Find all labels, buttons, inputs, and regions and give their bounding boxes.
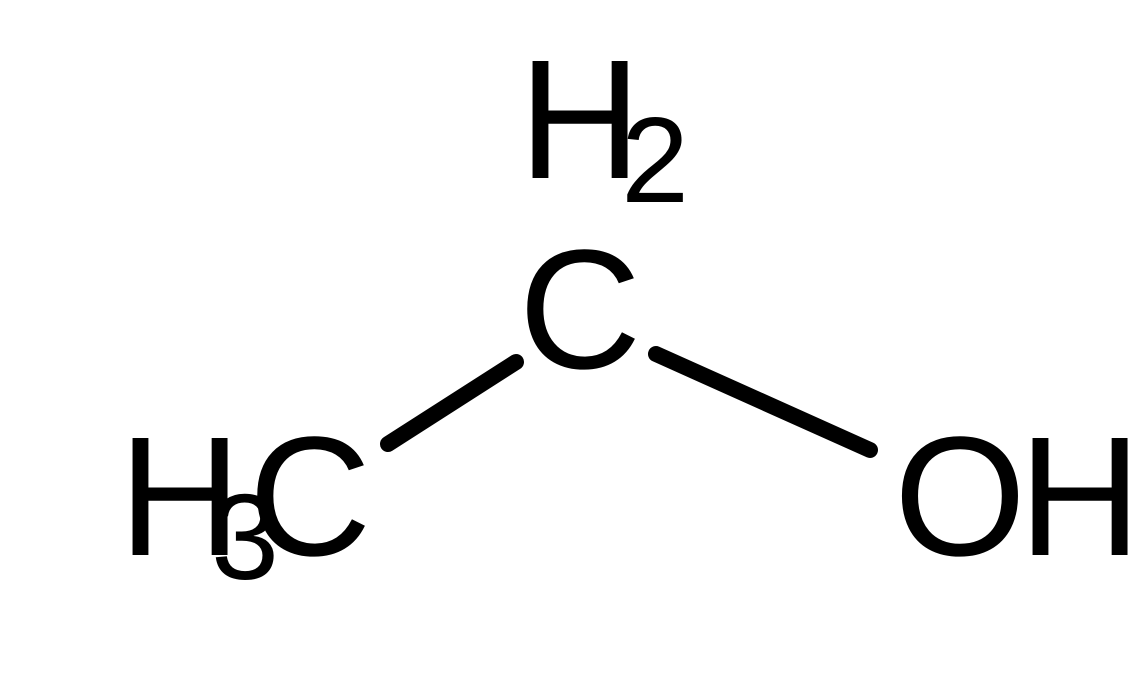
atom-o: O (894, 402, 1026, 592)
bond-c2-o (656, 354, 870, 450)
atom-h_oh: H (1019, 402, 1134, 592)
atom-c2: C (519, 215, 642, 405)
atom-label-o: O (894, 402, 1026, 592)
ethanol-structure-diagram: CH3CH2OH (0, 0, 1134, 674)
atom-h2: H2 (519, 25, 689, 228)
atom-subscript-h3: 3 (211, 469, 279, 605)
bond-c1-c2 (388, 362, 516, 444)
atom-subscript-h2: 2 (621, 92, 689, 228)
atom-label-h_oh: H (1019, 402, 1134, 592)
atom-label-c2: C (519, 215, 642, 405)
